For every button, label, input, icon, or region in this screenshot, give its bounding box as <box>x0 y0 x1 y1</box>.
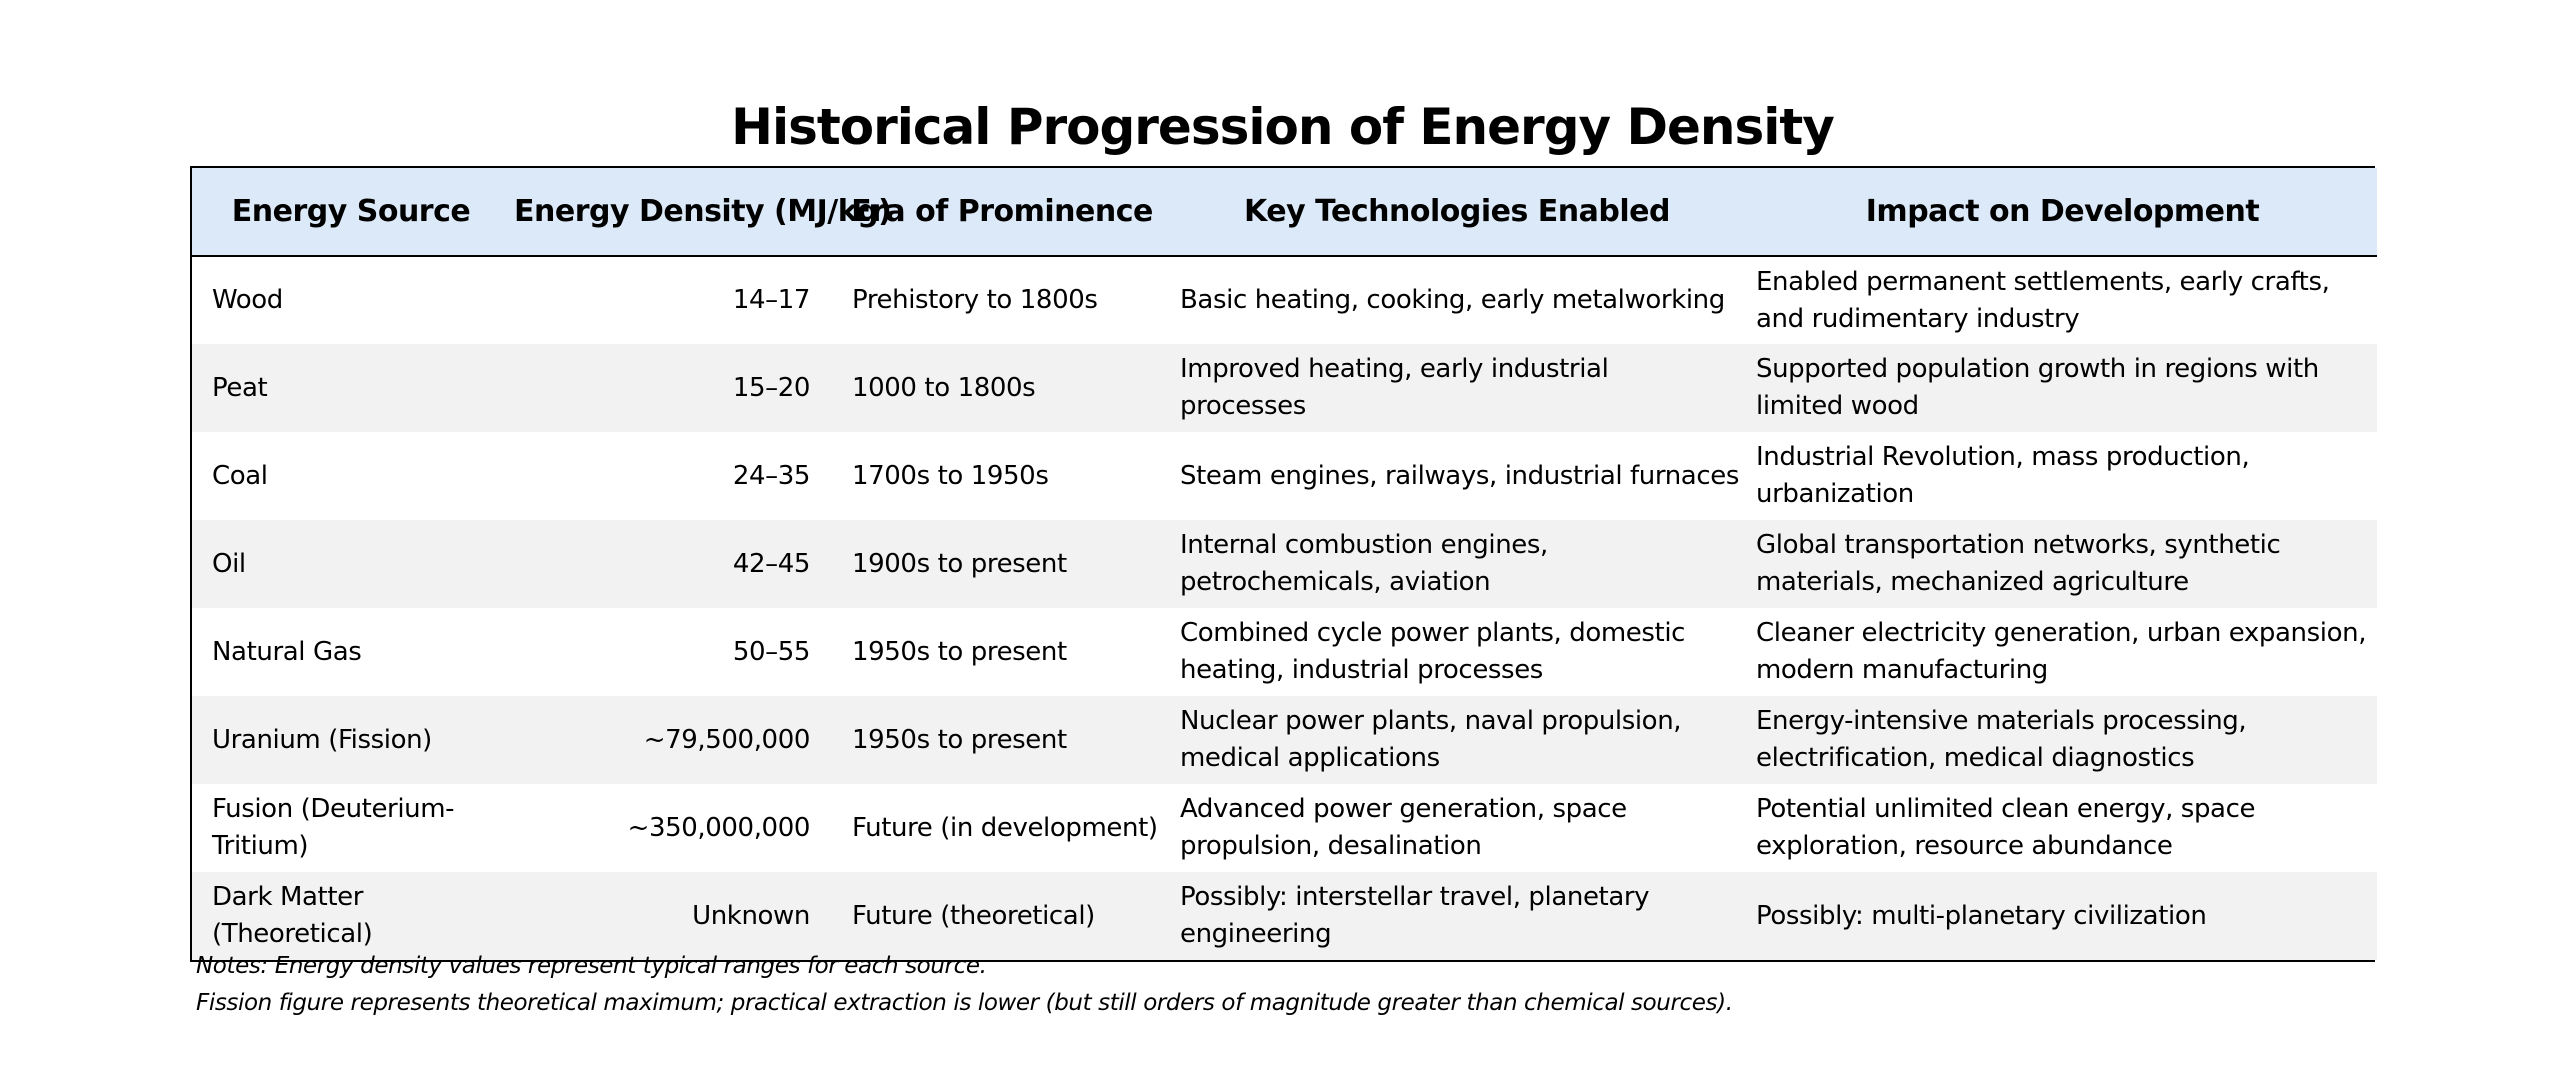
cell-density: 15–20 <box>732 372 811 403</box>
table-row: Oil 42–45 1900s to present Internal comb… <box>192 520 2377 608</box>
cell-source: Natural Gas <box>212 636 362 667</box>
energy-density-table: Energy Source Energy Density (MJ/kg) Era… <box>190 166 2377 962</box>
cell-density: Unknown <box>692 900 810 931</box>
cell-era: 1950s to present <box>852 636 1067 667</box>
cell-era: 1000 to 1800s <box>852 372 1036 403</box>
header-energy-source: Energy Source <box>192 168 510 257</box>
note-line: Fission figure represents theoretical ma… <box>196 990 1733 1016</box>
table-row: Fusion (Deuterium-Tritium) ~350,000,000 … <box>192 784 2377 872</box>
cell-source: Wood <box>212 285 283 315</box>
cell-density: ~350,000,000 <box>627 812 811 843</box>
cell-density: 24–35 <box>732 460 811 491</box>
cell-impact: Cleaner electricity generation, urban ex… <box>1756 618 2367 685</box>
header-era: Era of Prominence <box>838 168 1166 257</box>
cell-tech: Improved heating, early industrial proce… <box>1180 354 1609 421</box>
table-row: Peat 15–20 1000 to 1800s Improved heatin… <box>192 344 2377 432</box>
table-row: Uranium (Fission) ~79,500,000 1950s to p… <box>192 696 2377 784</box>
cell-tech: Basic heating, cooking, early metalworki… <box>1180 285 1725 315</box>
cell-density: 50–55 <box>732 636 811 667</box>
cell-impact: Possibly: multi-planetary civilization <box>1756 900 2207 931</box>
header-impact: Impact on Development <box>1748 168 2377 257</box>
table-header-row: Energy Source Energy Density (MJ/kg) Era… <box>192 168 2377 257</box>
cell-tech: Possibly: interstellar travel, planetary… <box>1180 882 1650 949</box>
cell-impact: Industrial Revolution, mass production, … <box>1756 442 2250 509</box>
cell-era: Future (in development) <box>852 812 1158 843</box>
table-notes: Notes: Energy density values represent t… <box>196 948 1733 1022</box>
cell-era: Future (theoretical) <box>852 900 1095 931</box>
table-row: Natural Gas 50–55 1950s to present Combi… <box>192 608 2377 696</box>
cell-impact: Enabled permanent settlements, early cra… <box>1756 266 2330 334</box>
cell-era: Prehistory to 1800s <box>852 285 1098 315</box>
cell-source: Fusion (Deuterium-Tritium) <box>212 794 455 861</box>
cell-impact: Global transportation networks, syntheti… <box>1756 530 2281 597</box>
note-line: Notes: Energy density values represent t… <box>196 953 987 979</box>
cell-tech: Internal combustion engines, petrochemic… <box>1180 530 1548 597</box>
header-energy-density: Energy Density (MJ/kg) <box>510 168 892 257</box>
cell-impact: Potential unlimited clean energy, space … <box>1756 794 2256 861</box>
cell-era: 1950s to present <box>852 724 1067 755</box>
table-row: Coal 24–35 1700s to 1950s Steam engines,… <box>192 432 2377 520</box>
cell-tech: Combined cycle power plants, domestic he… <box>1180 618 1686 685</box>
cell-density: ~79,500,000 <box>643 724 811 755</box>
cell-era: 1700s to 1950s <box>852 460 1049 491</box>
table-row: Wood 14–17 Prehistory to 1800s Basic hea… <box>192 256 2377 344</box>
cell-source: Coal <box>212 460 268 491</box>
cell-density: 14–17 <box>732 285 811 315</box>
header-key-technologies: Key Technologies Enabled <box>1166 168 1748 257</box>
cell-era: 1900s to present <box>852 548 1067 579</box>
cell-density: 42–45 <box>732 548 811 579</box>
cell-tech: Advanced power generation, space propuls… <box>1180 794 1627 861</box>
cell-source: Uranium (Fission) <box>212 724 432 755</box>
cell-impact: Energy-intensive materials processing, e… <box>1756 706 2247 773</box>
table-row: Dark Matter (Theoretical) Unknown Future… <box>192 872 2377 960</box>
cell-impact: Supported population growth in regions w… <box>1756 354 2319 421</box>
cell-tech: Nuclear power plants, naval propulsion, … <box>1180 706 1682 773</box>
cell-source: Peat <box>212 372 268 403</box>
cell-source: Dark Matter (Theoretical) <box>212 882 373 949</box>
table-title: Historical Progression of Energy Density <box>731 98 1835 156</box>
cell-source: Oil <box>212 548 246 579</box>
cell-tech: Steam engines, railways, industrial furn… <box>1180 460 1739 491</box>
